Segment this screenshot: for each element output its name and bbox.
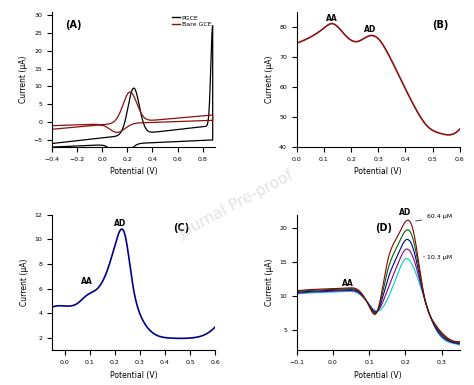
Text: AA: AA	[326, 13, 338, 23]
Text: AD: AD	[114, 219, 126, 228]
Y-axis label: Current (μA): Current (μA)	[264, 259, 273, 306]
Y-axis label: Current (μA): Current (μA)	[264, 55, 273, 103]
Text: AD: AD	[399, 208, 411, 217]
X-axis label: Potential (V): Potential (V)	[110, 167, 157, 176]
Text: Journal Pre-proof: Journal Pre-proof	[177, 167, 297, 241]
Text: AD: AD	[364, 25, 376, 34]
Text: 60.4 μM: 60.4 μM	[415, 214, 452, 221]
Y-axis label: Current (μA): Current (μA)	[20, 259, 29, 306]
X-axis label: Potential (V): Potential (V)	[355, 167, 402, 176]
Legend: PGCE, Bare GCE: PGCE, Bare GCE	[172, 15, 212, 28]
X-axis label: Potential (V): Potential (V)	[110, 371, 157, 380]
Text: (B): (B)	[432, 20, 448, 30]
Y-axis label: Current (μA): Current (μA)	[19, 55, 28, 103]
Text: AA: AA	[342, 279, 353, 288]
Text: AA: AA	[82, 277, 93, 286]
Text: (A): (A)	[65, 20, 82, 30]
Text: (C): (C)	[173, 223, 189, 233]
X-axis label: Potential (V): Potential (V)	[355, 371, 402, 380]
Text: (D): (D)	[375, 223, 392, 233]
Text: 10.3 μM: 10.3 μM	[424, 255, 452, 260]
